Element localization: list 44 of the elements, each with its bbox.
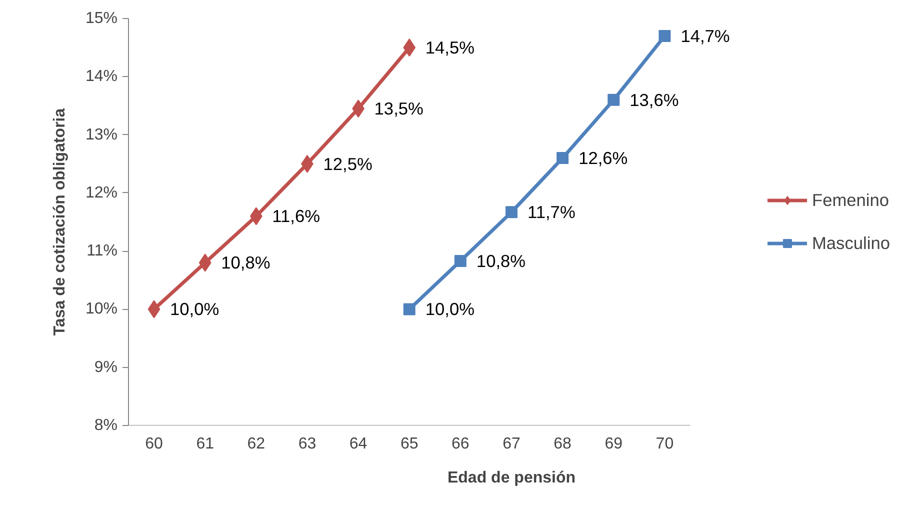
y-tick-label: 11% <box>86 242 118 260</box>
data-label: 10,0% <box>425 299 475 320</box>
y-tick-label: 9% <box>94 358 118 376</box>
data-label: 10,8% <box>221 252 270 273</box>
point <box>403 303 416 316</box>
x-tick-label: 65 <box>400 436 418 452</box>
x-tick-label: 61 <box>196 436 214 452</box>
point <box>454 254 466 267</box>
point <box>506 206 518 218</box>
y-axis-title: Tasa de cotización obligatoria <box>51 108 68 336</box>
y-tick-label: 8% <box>94 417 118 434</box>
x-tick-label: 66 <box>452 436 470 452</box>
y-tick-label: 12% <box>85 184 118 202</box>
data-label: 13,5% <box>374 98 424 119</box>
point <box>658 30 671 42</box>
legend-label: Femenino <box>812 190 890 210</box>
y-tick-label: 10% <box>85 300 118 318</box>
point <box>403 38 416 57</box>
y-tick-label: 14% <box>85 68 118 86</box>
point <box>608 94 620 106</box>
data-label: 10,0% <box>170 299 220 320</box>
point <box>148 300 160 318</box>
data-label: 13,6% <box>630 90 679 110</box>
x-tick-label: 64 <box>349 436 368 452</box>
x-tick-label: 62 <box>247 436 266 452</box>
x-tick-label: 67 <box>502 436 520 452</box>
data-label: 14,7% <box>680 26 730 46</box>
x-tick-label: 68 <box>554 436 572 452</box>
data-label: 12,6% <box>578 148 628 168</box>
y-tick-label: 13% <box>85 126 118 144</box>
x-tick-label: 70 <box>656 436 674 452</box>
x-tick-label: 69 <box>604 436 623 452</box>
data-label: 11,6% <box>272 206 320 226</box>
legend-label: Masculino <box>812 232 890 254</box>
data-label: 10,8% <box>476 250 526 271</box>
x-tick-label: 60 <box>145 436 164 452</box>
x-axis-title: Edad de pensión <box>447 470 576 486</box>
data-label: 14,5% <box>425 38 475 58</box>
data-label: 11,7% <box>528 202 576 222</box>
point <box>198 254 212 272</box>
data-label: 12,5% <box>323 154 372 174</box>
point <box>556 152 569 164</box>
y-tick-label: 15% <box>85 10 118 27</box>
x-tick-label: 63 <box>298 436 316 452</box>
